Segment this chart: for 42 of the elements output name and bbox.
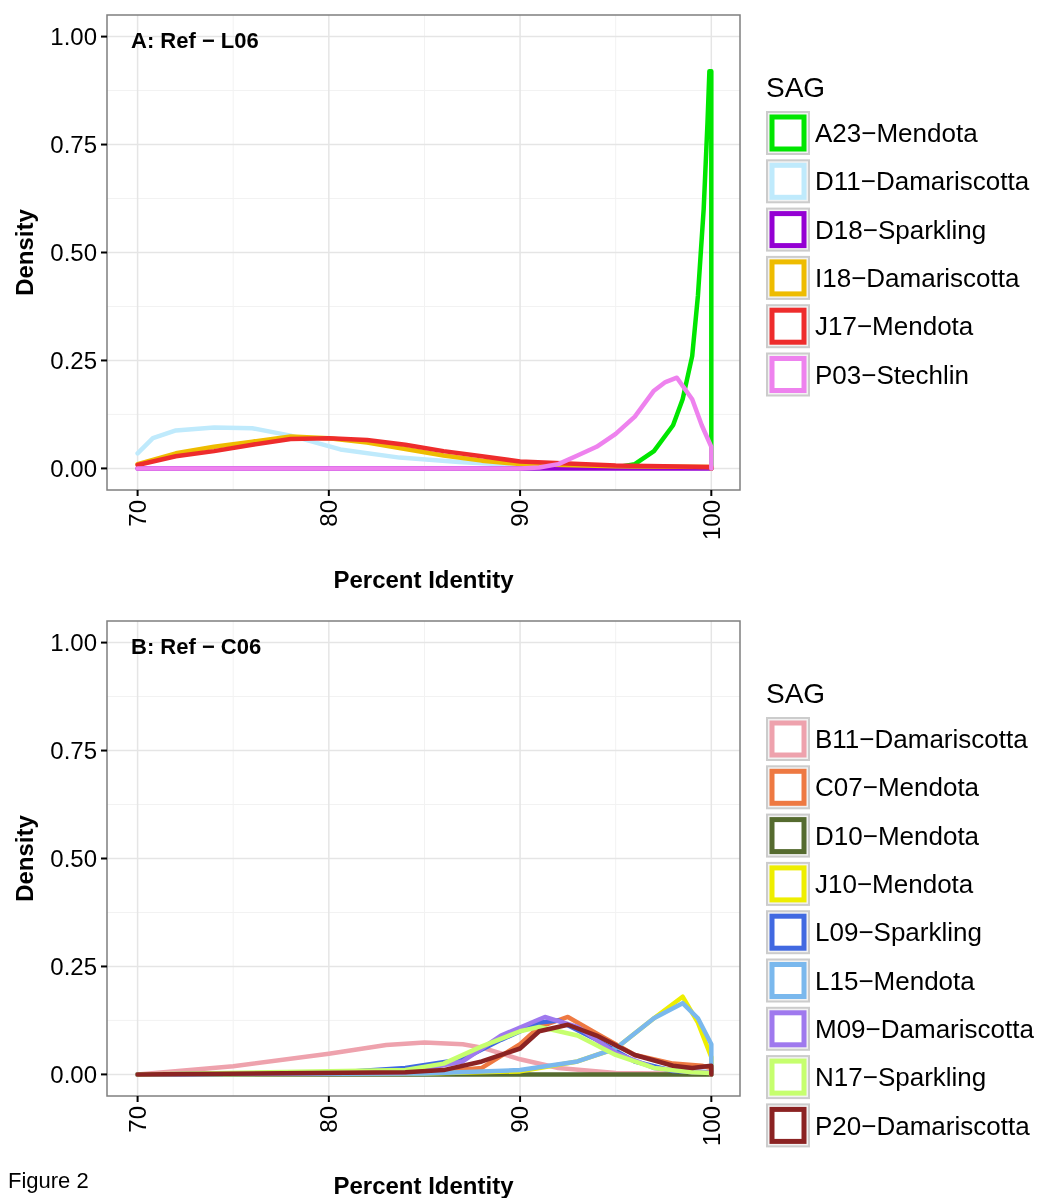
- y-tick-label: 1.00: [50, 628, 97, 656]
- legend-label: D18−Sparkling: [815, 214, 987, 245]
- y-tick-label: 0.00: [50, 1060, 97, 1088]
- x-tick-label: 70: [124, 1106, 151, 1133]
- y-axis-title: Density: [11, 814, 38, 902]
- legend-label: L09−Sparkling: [815, 917, 982, 948]
- y-axis-title: Density: [11, 208, 38, 296]
- legend-label: D10−Mendota: [815, 820, 980, 851]
- legend-label: N17−Sparkling: [815, 1062, 987, 1093]
- y-tick-label: 0.50: [50, 238, 97, 266]
- legend-label: A23−Mendota: [815, 118, 979, 149]
- legend-label: L15−Mendota: [815, 965, 976, 996]
- x-tick-label: 90: [506, 500, 534, 527]
- text: A: Ref − L06: [131, 28, 259, 53]
- y-tick-label: 0.25: [50, 346, 97, 374]
- y-tick-label: 0.75: [50, 130, 97, 158]
- legend-label: B11−Damariscotta: [815, 724, 1029, 755]
- x-tick-label: 80: [315, 1106, 343, 1133]
- legend-title: SAG: [766, 72, 826, 103]
- legend-label: I18−Damariscotta: [815, 263, 1021, 293]
- x-axis-title: Percent Identity: [333, 566, 515, 593]
- y-tick-label: 0.50: [50, 844, 97, 872]
- legend-title: SAG: [766, 678, 826, 709]
- y-tick-label: 0.75: [50, 736, 97, 764]
- x-tick-label: 80: [315, 500, 343, 527]
- line-series: [135, 375, 714, 471]
- x-tick-label: 90: [506, 1106, 534, 1133]
- y-tick-label: 0.00: [50, 454, 97, 482]
- legend-label: J10−Mendota: [815, 869, 974, 899]
- text: B: Ref − C06: [131, 634, 262, 659]
- y-tick-label: 0.25: [50, 952, 97, 980]
- y-tick-label: 1.00: [50, 22, 97, 50]
- legend-label: M09−Damariscotta: [815, 1013, 1035, 1044]
- legend-label: J17−Mendota: [815, 311, 974, 342]
- legend-label: P20−Damariscotta: [815, 1110, 1031, 1141]
- x-tick-label: 70: [124, 500, 151, 527]
- x-tick-label: 100: [697, 500, 725, 541]
- x-tick-label: 100: [697, 1106, 725, 1147]
- caption: Figure 2: [8, 1168, 89, 1193]
- legend-label: P03−Stechlin: [815, 359, 969, 390]
- legend-label: D11−Damariscotta: [815, 166, 1030, 197]
- legend-label: C07−Mendota: [815, 772, 980, 803]
